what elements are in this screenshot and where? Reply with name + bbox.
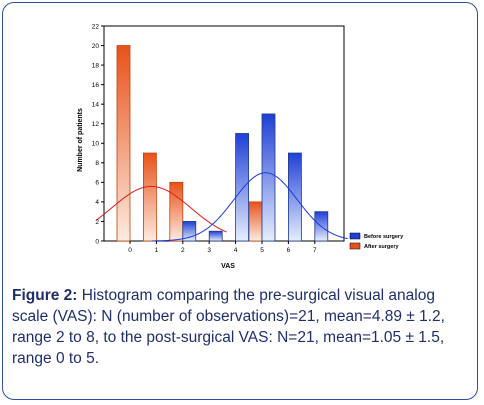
legend-label-1: After surgery: [364, 244, 399, 250]
y-tick-label-8: 8: [95, 160, 99, 167]
x-tick-label-7: 7: [313, 247, 317, 254]
normal-curves-group: [95, 172, 348, 242]
y-axis: 0 2 4 6 8 10 12 14 16 18 20 22: [92, 23, 104, 245]
legend: Before surgery After surgery: [349, 232, 404, 250]
y-tick-label-10: 10: [92, 141, 100, 148]
curve-after: [95, 185, 227, 233]
bar-after-1: [142, 152, 157, 242]
y-tick-label-20: 20: [92, 43, 100, 50]
y-tick-label-14: 14: [92, 101, 100, 108]
x-tick-label-0: 0: [128, 247, 132, 254]
x-tick-label-5: 5: [260, 247, 264, 254]
y-tick-label-12: 12: [92, 121, 100, 128]
legend-label-0: Before surgery: [364, 234, 404, 240]
x-tick-label-3: 3: [207, 247, 211, 254]
caption-text: Histogram comparing the pre-surgical vis…: [12, 287, 445, 367]
y-tick-label-2: 2: [95, 219, 99, 226]
y-axis-label: Number of patients: [77, 108, 84, 172]
figure-caption: Figure 2: Histogram comparing the pre-su…: [12, 285, 472, 369]
legend-swatch-1: [349, 242, 361, 250]
y-tick-label-16: 16: [92, 82, 100, 89]
bar-after-5: [248, 201, 263, 242]
y-tick-label-0: 0: [95, 238, 99, 245]
x-axis-label: VAS: [221, 263, 235, 270]
x-tick-label-6: 6: [287, 247, 291, 254]
y-tick-label-6: 6: [95, 180, 99, 187]
y-tick-label-18: 18: [92, 62, 100, 69]
bar-before-5: [261, 113, 276, 242]
y-tick-label-4: 4: [95, 199, 99, 206]
legend-swatch-0: [349, 232, 361, 240]
x-tick-label-4: 4: [234, 247, 238, 254]
caption-lead: Figure 2:: [12, 287, 78, 304]
x-axis: 0 1 2 3 4 5 6 7: [128, 241, 317, 254]
bars-group: [116, 45, 329, 242]
bar-after-2: [169, 181, 184, 242]
x-tick-label-1: 1: [155, 247, 159, 254]
curve-before: [152, 172, 348, 242]
bar-after-0: [116, 45, 131, 242]
bar-before-4: [235, 133, 250, 242]
plot-area: [103, 25, 345, 242]
bar-before-3: [208, 230, 223, 242]
x-tick-label-2: 2: [181, 247, 185, 254]
y-tick-label-22: 22: [92, 23, 100, 30]
